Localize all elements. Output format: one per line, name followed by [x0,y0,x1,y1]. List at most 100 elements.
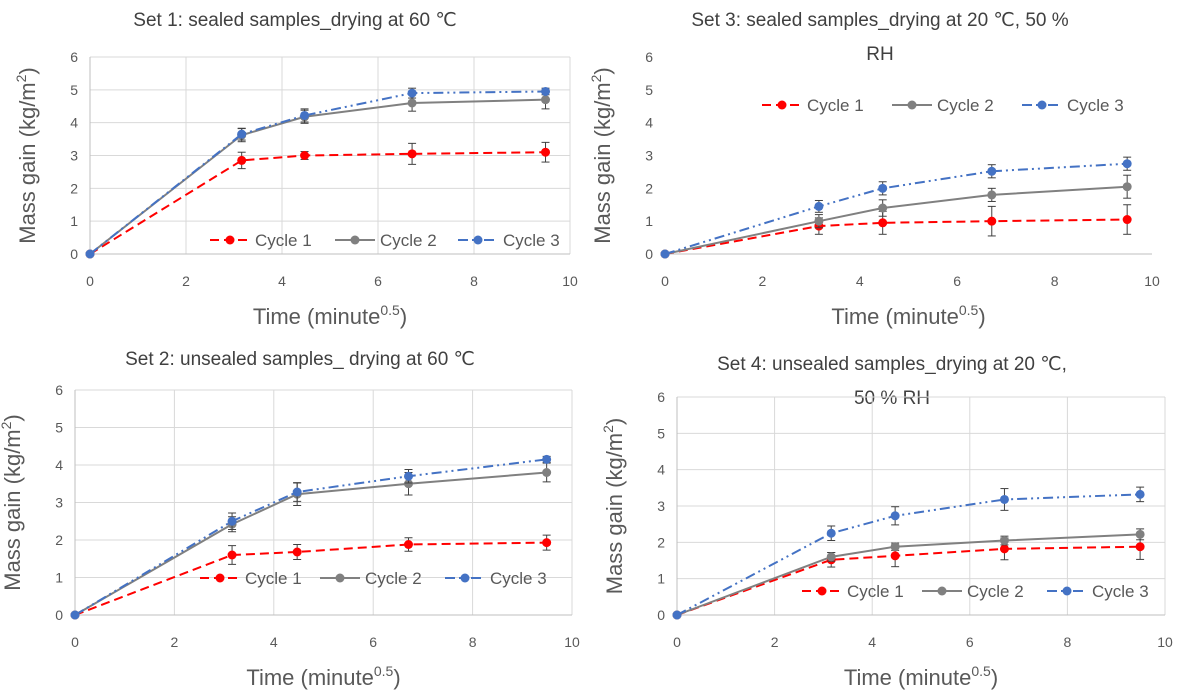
legend-swatch-marker [473,235,483,245]
data-point [85,249,95,259]
data-point [227,550,237,560]
series-2 [70,462,552,620]
x-axis-title-close: ) [400,304,407,329]
data-point [1122,215,1132,225]
data-point [826,528,836,538]
y-axis-title-sup: 2 [13,74,29,82]
x-tick-label: 10 [1157,634,1173,650]
y-tick-label: 4 [70,115,78,131]
y-axis-title: Mass gain (kg/m2) [13,67,40,244]
data-point [660,249,670,259]
legend-label: Cycle 2 [365,569,422,588]
chart-title: Set 4: unsealed samples_drying at 20 ℃, [717,354,1067,375]
legend-label: Cycle 2 [937,96,994,115]
y-axis-title-close: ) [15,67,40,74]
x-tick-label: 10 [562,273,578,289]
x-tick-label: 8 [469,634,477,650]
x-tick-label: 4 [868,634,876,650]
x-tick-label: 2 [171,634,179,650]
series-line [676,545,1141,616]
data-point [1135,542,1145,552]
x-axis-title-text: Time (minute [253,304,381,329]
data-point [987,216,997,226]
y-axis-title: Mass gain (kg/m2) [0,414,25,591]
y-tick-label: 2 [55,532,63,548]
legend-swatch-marker [225,235,235,245]
x-tick-label: 6 [374,273,382,289]
legend-label: Cycle 3 [503,231,560,250]
series-line [664,218,1128,255]
data-point [292,487,302,497]
chart-title: Set 2: unsealed samples_ drying at 60 ℃ [125,349,475,370]
y-tick-label: 6 [70,49,78,65]
legend-swatch-marker [1062,586,1072,596]
data-point [999,544,1009,554]
data-point [541,95,551,105]
x-tick-label: 4 [270,634,278,650]
data-point [878,218,888,228]
x-tick-label: 2 [182,273,190,289]
chart-set-3: Set 3: sealed samples_drying at 20 ℃, 50… [588,0,1183,345]
series-2 [672,528,1145,620]
y-axis-title-text: Mass gain (kg/m [602,433,627,594]
y-tick-label: 3 [70,148,78,164]
x-axis-title-sup: 0.5 [959,302,979,318]
data-point [407,149,417,159]
y-tick-label: 0 [55,607,63,623]
series-3 [672,486,1145,620]
chart-svg: Set 2: unsealed samples_ drying at 60 ℃ 0… [0,349,580,690]
legend-swatch-marker [350,235,360,245]
chart-title: RH [866,44,893,65]
legend-label: Cycle 2 [967,582,1024,601]
data-point [890,542,900,552]
data-point [672,610,682,620]
legend-label: Cycle 1 [255,231,312,250]
series-3 [660,156,1132,259]
x-axis-title: Time (minute0.5) [831,302,985,329]
series-1 [85,141,551,259]
y-axis-title-text: Mass gain (kg/m [15,82,40,243]
data-point [814,201,824,211]
data-point [407,98,417,108]
x-axis-title-text: Time (minute [831,304,959,329]
data-point [1122,182,1132,192]
y-axis-title: Mass gain (kg/m2) [588,67,615,244]
data-point [237,155,247,165]
x-axis-title-close: ) [393,665,400,690]
x-axis-title-close: ) [978,304,985,329]
x-axis-title-sup: 0.5 [380,302,400,318]
legend-swatch-marker [335,573,345,583]
y-tick-label: 3 [55,495,63,511]
data-point [542,468,552,477]
data-point [890,511,900,521]
data-point [1122,159,1132,169]
x-axis-title-text: Time (minute [246,665,374,690]
x-tick-label: 0 [71,634,79,650]
legend: Cycle 1 Cycle 2 Cycle 3 [210,231,560,250]
y-tick-label: 6 [657,389,665,405]
legend-label: Cycle 3 [1067,96,1124,115]
legend: Cycle 1 Cycle 2 Cycle 3 [762,96,1124,115]
x-tick-label: 4 [278,273,286,289]
y-tick-label: 5 [645,82,653,98]
legend-label: Cycle 2 [380,231,437,250]
x-tick-label: 0 [673,634,681,650]
x-axis-title-close: ) [991,665,998,690]
chart-title: Set 1: sealed samples_drying at 60 ℃ [133,10,456,31]
x-tick-label: 8 [1051,273,1059,289]
data-point [407,88,417,98]
legend-swatch-marker [777,100,787,110]
series-line [676,533,1141,616]
chart-set-2: Set 2: unsealed samples_ drying at 60 ℃ 0… [0,345,592,690]
y-axis-title-sup: 2 [0,421,14,429]
y-axis-title-sup: 2 [588,74,604,82]
legend-swatch-marker [1037,100,1047,110]
data-point [999,536,1009,546]
y-tick-label: 0 [657,607,665,623]
y-axis-title-sup: 2 [600,425,616,433]
chart-svg: Set 4: unsealed samples_drying at 20 ℃, 5… [600,354,1173,690]
data-point [1135,489,1145,499]
data-point [878,203,888,213]
y-tick-label: 1 [657,571,665,587]
chart-title: 50 % RH [854,388,930,409]
